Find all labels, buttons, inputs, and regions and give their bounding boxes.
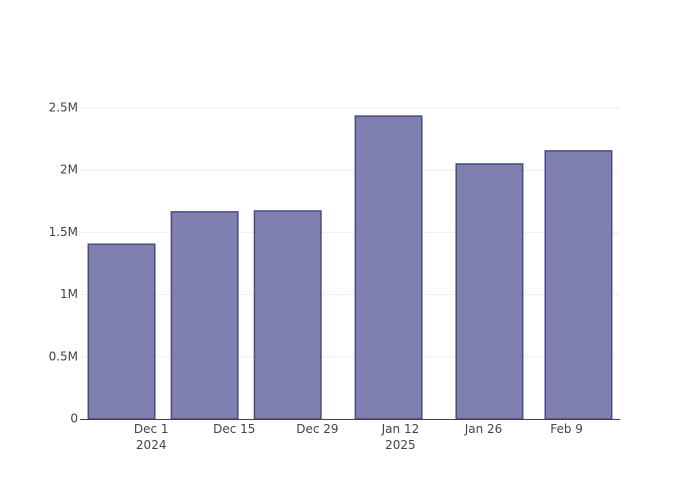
y-tick-label: 0.5M — [49, 349, 78, 363]
bar — [544, 150, 613, 420]
y-tick-label: 1M — [60, 287, 78, 301]
x-tick-label: Feb 9 — [550, 422, 583, 436]
y-tick-label: 2M — [60, 163, 78, 177]
bar — [87, 243, 156, 420]
y-tick-label: 1.5M — [49, 225, 78, 239]
x-tick-label: Jan 12 2025 — [381, 422, 420, 452]
bar — [253, 210, 322, 420]
x-tick-label: Dec 15 — [213, 422, 256, 436]
bar — [455, 163, 524, 420]
x-tick-label: Dec 29 — [296, 422, 339, 436]
bar — [170, 211, 239, 420]
bar — [354, 115, 423, 420]
x-tick-label: Dec 1 2024 — [133, 422, 169, 452]
y-tick-label: 0 — [70, 412, 78, 426]
x-tick-label: Jan 26 — [464, 422, 503, 436]
y-tick-label: 2.5M — [49, 100, 78, 114]
